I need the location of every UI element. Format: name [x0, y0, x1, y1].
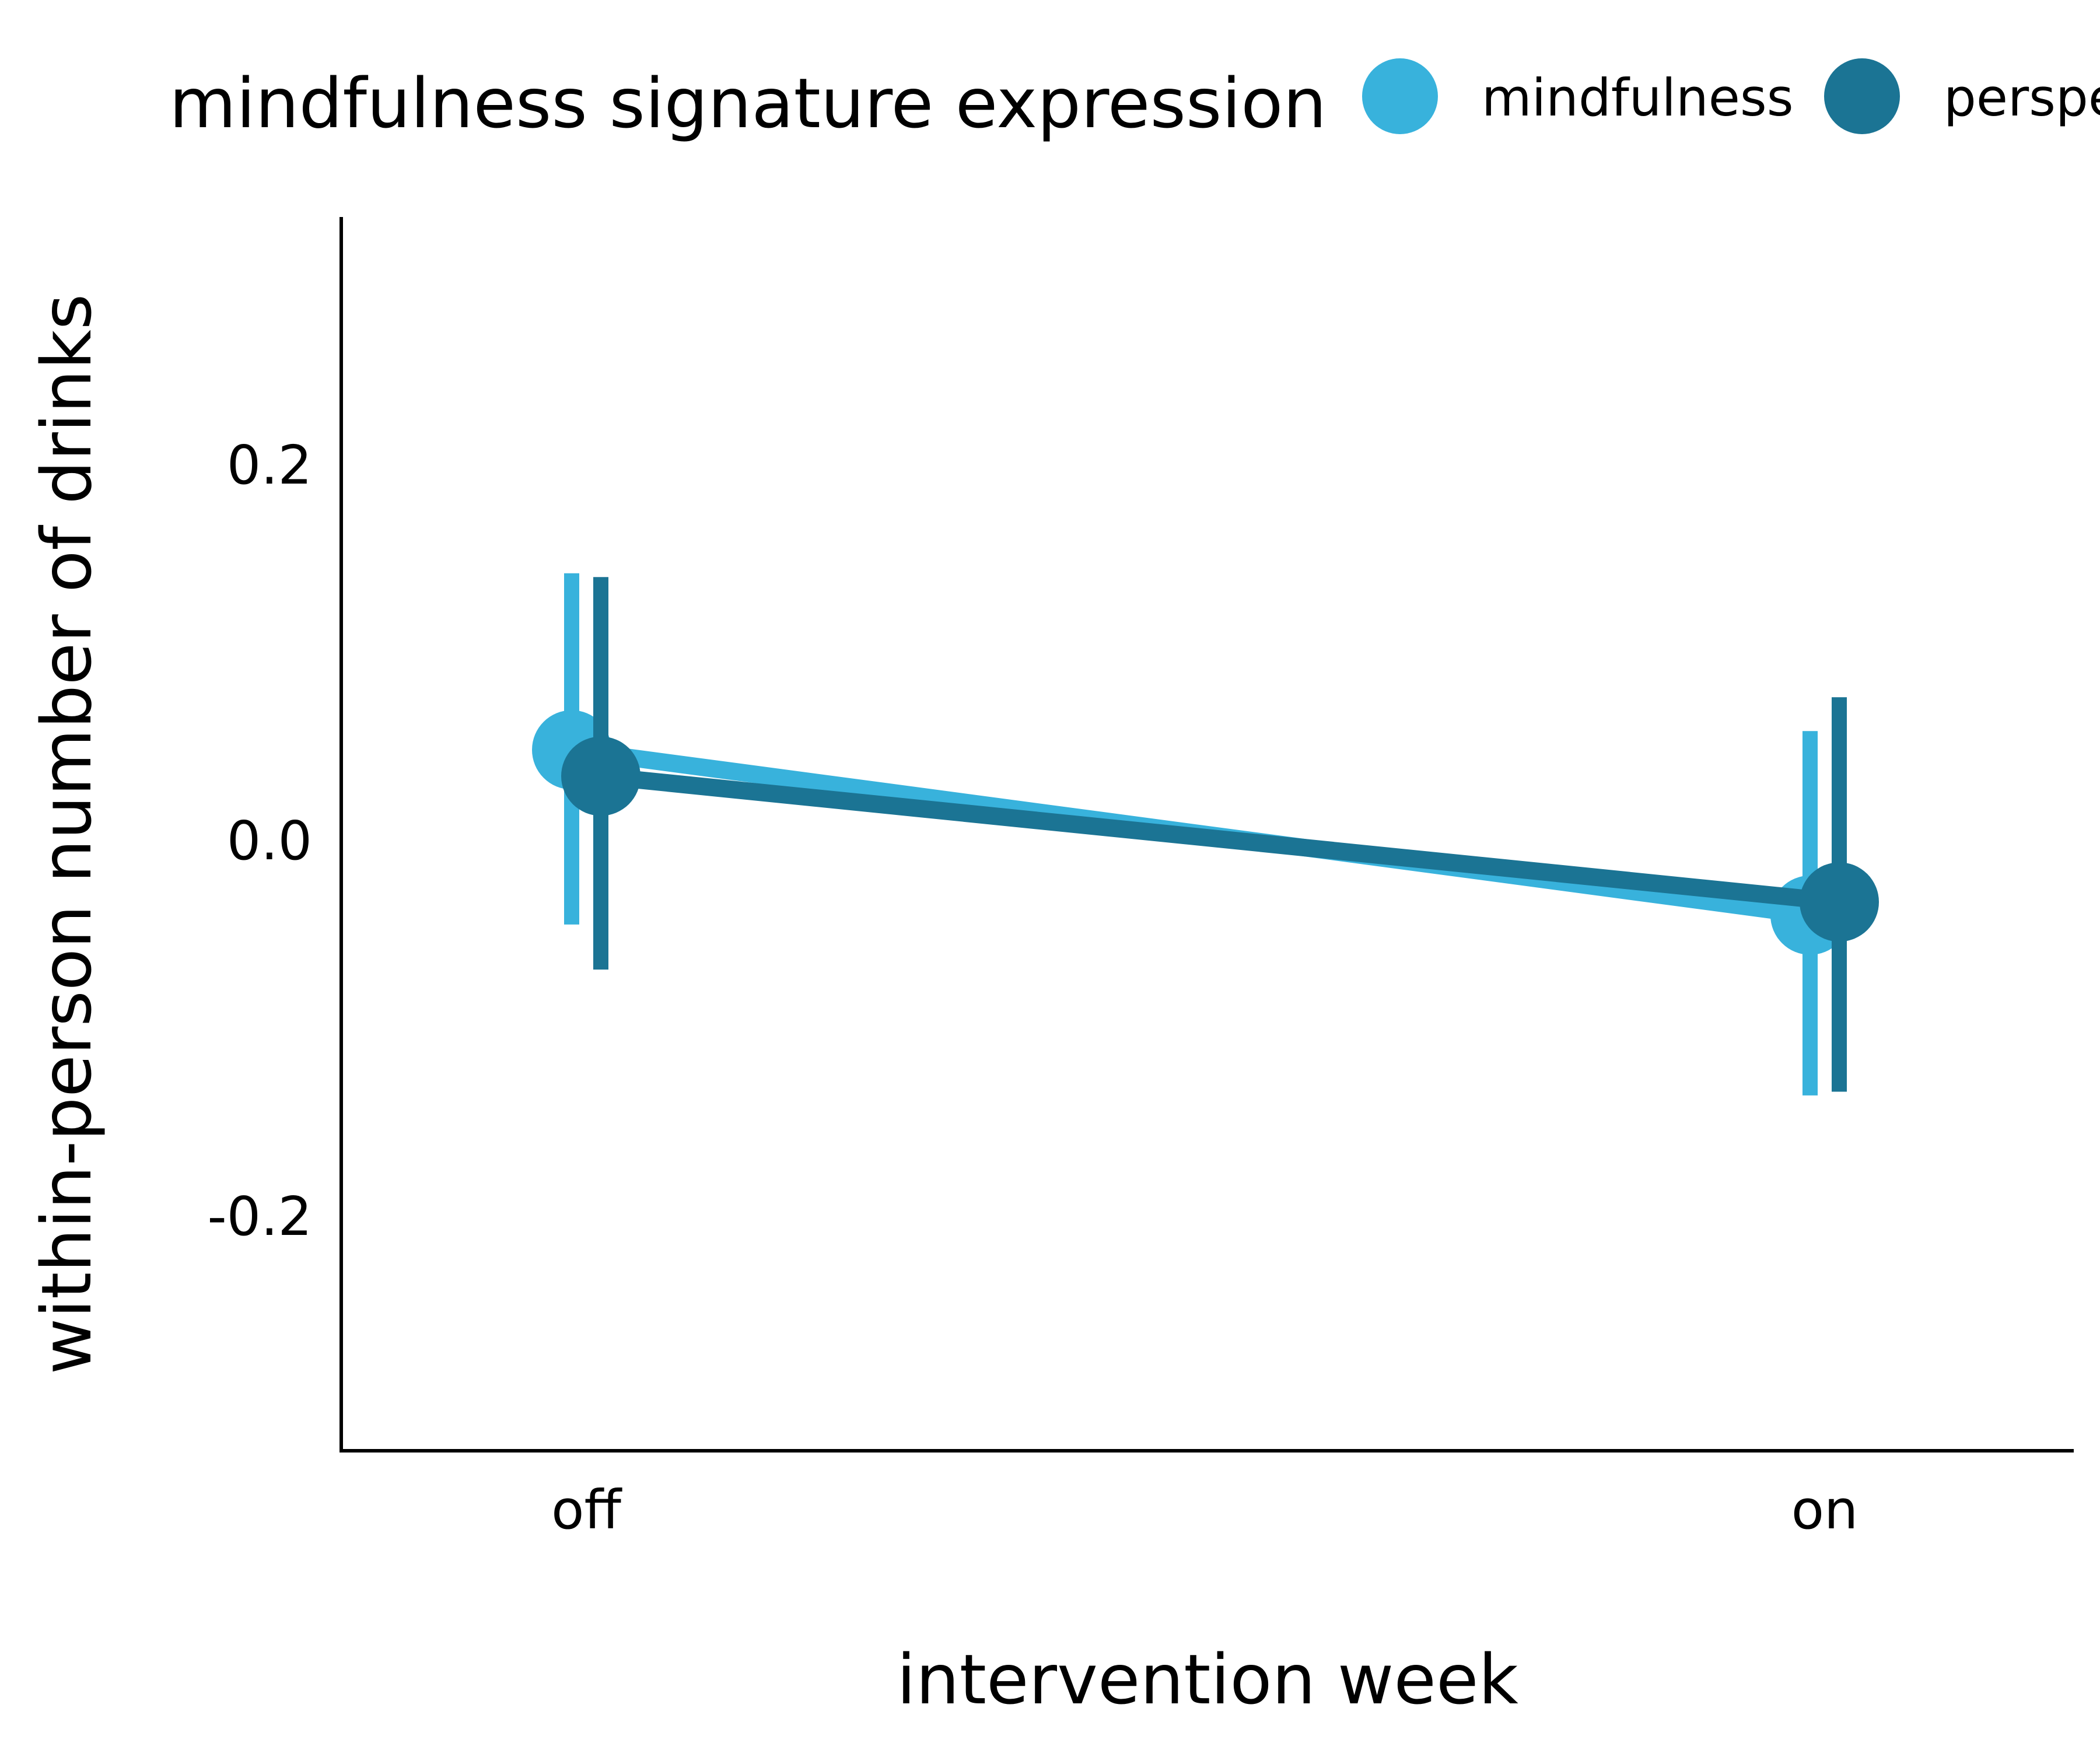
series-line — [600, 767, 1840, 911]
x-tick-label: off — [551, 1479, 622, 1541]
legend-label: mindfulness — [1482, 68, 1794, 128]
x-axis-title: intervention week — [897, 1639, 1518, 1720]
legend-label: perspe — [1944, 68, 2100, 128]
data-point — [1800, 862, 1879, 942]
y-tick-label: 0.0 — [227, 810, 312, 872]
legend-marker — [1362, 58, 1438, 134]
y-tick-label: -0.2 — [207, 1185, 312, 1248]
y-tick-label: 0.2 — [227, 434, 312, 496]
x-tick-label: on — [1791, 1479, 1859, 1541]
legend-marker — [1824, 58, 1900, 134]
legend-title: mindfulness signature expression — [169, 63, 1326, 144]
axes: intervention week within-person number o… — [26, 217, 2074, 1720]
legend: mindfulness signature expression mindful… — [169, 58, 2100, 144]
plot-area — [532, 573, 1879, 1096]
y-axis-title: within-person number of drinks — [26, 294, 107, 1375]
data-point — [561, 736, 640, 816]
